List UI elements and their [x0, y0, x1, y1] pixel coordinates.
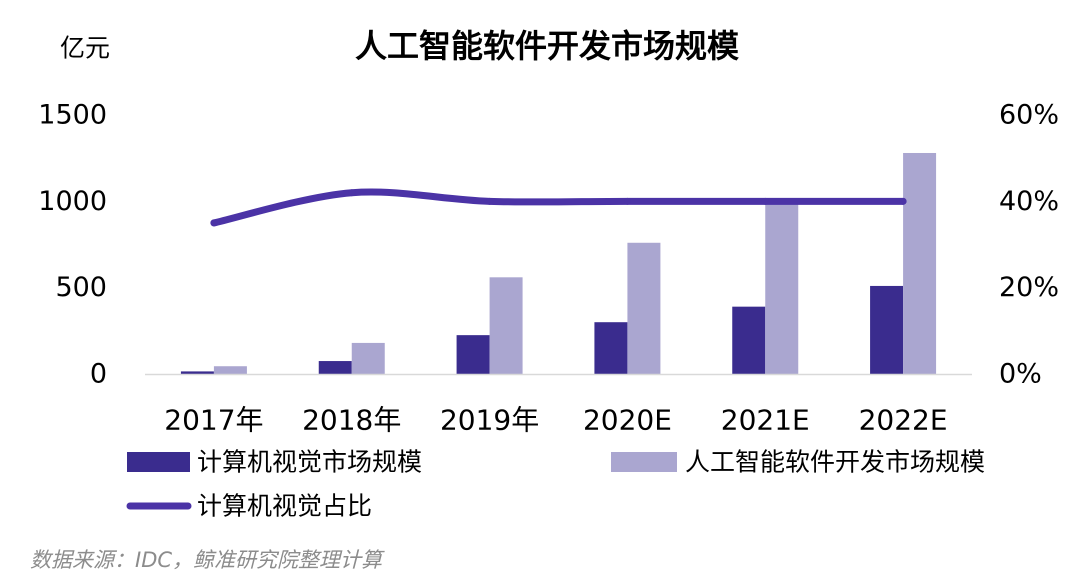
x-axis-tick-label: 2021E [721, 404, 810, 437]
legend-label-cv-share: 计算机视觉占比 [197, 492, 372, 521]
x-axis-tick-label: 2020E [583, 404, 672, 437]
cv-market-bar-2020e [594, 322, 628, 374]
cv-market-bar-2017 [180, 371, 214, 374]
bar-group [180, 152, 937, 374]
source-note: 数据来源：IDC，鲸准研究院整理计算 [30, 548, 385, 572]
x-axis-tick-label: 2019年 [440, 404, 539, 437]
legend-label-ai-software-market: 人工智能软件开发市场规模 [685, 448, 985, 477]
left-axis-tick-label: 1500 [38, 100, 107, 131]
cv-share-point-2021e [761, 197, 769, 205]
ai-software-market-bar-2021e [765, 203, 799, 374]
chart-title: 人工智能软件开发市场规模 [355, 27, 739, 65]
left-axis-tick-label: 500 [55, 272, 107, 303]
ai-software-market-bar-2019 [489, 277, 523, 374]
legend-swatch-ai-software-market [611, 452, 677, 472]
x-axis-tick-label: 2018年 [302, 404, 401, 437]
right-axis-tick-label: 20% [999, 272, 1059, 303]
right-axis-tick-label: 0% [999, 359, 1042, 390]
cv-market-bar-2021e [732, 306, 766, 374]
legend-item-cv-market: 计算机视觉市场规模 [127, 448, 422, 477]
right-axis-tick-label: 60% [999, 100, 1059, 131]
legend-item-cv-share: 计算机视觉占比 [126, 492, 372, 521]
left-axis-tick-label: 1000 [38, 186, 107, 217]
cv-share-point-2017 [210, 219, 218, 227]
x-axis-tick-label: 2022E [859, 404, 948, 437]
line-group [210, 188, 907, 227]
cv-share-line [210, 188, 907, 227]
y-axis-unit-label: 亿元 [60, 34, 110, 63]
ai-software-market-bar-2018 [351, 342, 385, 374]
ai-software-market-bar-2022e [903, 152, 937, 374]
ai-software-market-bar-2020e [627, 242, 661, 374]
left-axis-ticks: 0 500 1000 1500 [38, 100, 107, 390]
cv-market-bar-2022e [870, 285, 904, 374]
x-axis-tick-label: 2017年 [164, 404, 263, 437]
right-axis-tick-label: 40% [999, 186, 1059, 217]
plot-area [145, 152, 972, 376]
cv-share-point-2018 [348, 189, 356, 197]
left-axis-tick-label: 0 [90, 359, 107, 390]
ai-software-market-bar-2017 [213, 366, 247, 374]
cv-share-point-2022e [899, 197, 907, 205]
legend-label-cv-market: 计算机视觉市场规模 [197, 448, 422, 477]
cv-share-point-2020e [623, 197, 631, 205]
cv-market-bar-2019 [456, 335, 490, 374]
x-axis-ticks: 2017年 2018年 2019年 2020E 2021E 2022E [164, 404, 947, 437]
legend-swatch-cv-market [127, 452, 190, 472]
legend-item-ai-software-market: 人工智能软件开发市场规模 [611, 448, 985, 477]
cv-market-bar-2018 [318, 361, 352, 374]
legend: 计算机视觉市场规模 人工智能软件开发市场规模 计算机视觉占比 [126, 448, 985, 521]
cv-share-point-2019 [486, 197, 494, 205]
right-axis-ticks: 0% 20% 40% 60% [999, 100, 1059, 390]
